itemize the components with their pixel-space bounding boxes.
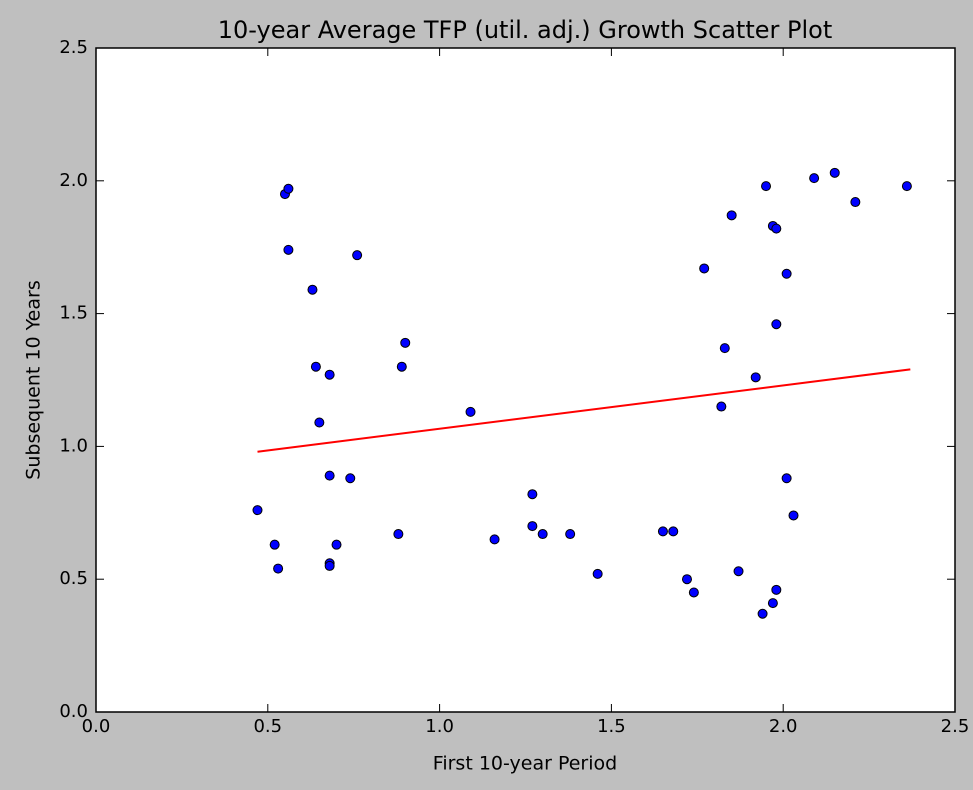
x-tick-label: 2.0 <box>769 716 798 737</box>
x-tick-label: 1.5 <box>597 716 626 737</box>
x-axis-label: First 10-year Period <box>433 753 617 775</box>
scatter-point <box>733 566 744 577</box>
scatter-point <box>829 167 840 178</box>
scatter-point <box>307 284 318 295</box>
scatter-point <box>400 337 411 348</box>
scatter-point <box>527 489 538 500</box>
scatter-point <box>537 529 548 540</box>
scatter-point <box>771 584 782 595</box>
y-tick-label: 2.0 <box>59 170 88 191</box>
scatter-point <box>252 505 263 516</box>
scatter-point <box>345 473 356 484</box>
scatter-point <box>393 529 404 540</box>
scatter-point <box>757 608 768 619</box>
plot-frame <box>95 47 956 713</box>
plot-area <box>96 48 955 712</box>
scatter-point <box>592 568 603 579</box>
scatter-point <box>719 343 730 354</box>
scatter-point <box>901 181 912 192</box>
scatter-point <box>352 250 363 261</box>
scatter-point <box>809 173 820 184</box>
x-tick-label: 1.0 <box>425 716 454 737</box>
scatter-point <box>331 539 342 550</box>
y-tick-label: 0.5 <box>59 568 88 589</box>
y-axis-label: Subsequent 10 Years <box>23 280 45 479</box>
scatter-point <box>324 369 335 380</box>
scatter-point <box>716 401 727 412</box>
y-tick-label: 1.5 <box>59 303 88 324</box>
scatter-point <box>657 526 668 537</box>
scatter-point <box>310 361 321 372</box>
y-tick-label: 0.0 <box>59 701 88 722</box>
scatter-point <box>781 268 792 279</box>
scatter-point <box>465 406 476 417</box>
y-tick-label: 1.0 <box>59 435 88 456</box>
scatter-point <box>273 563 284 574</box>
scatter-point <box>781 473 792 484</box>
scatter-point <box>283 244 294 255</box>
scatter-point <box>788 510 799 521</box>
scatter-point <box>681 574 692 585</box>
scatter-point <box>283 183 294 194</box>
x-tick-label: 2.5 <box>941 716 970 737</box>
scatter-point <box>761 181 772 192</box>
scatter-point <box>324 560 335 571</box>
scatter-point <box>771 223 782 234</box>
x-tick-label: 0.5 <box>253 716 282 737</box>
scatter-point <box>527 521 538 532</box>
scatter-point <box>314 417 325 428</box>
trend-line <box>257 368 911 453</box>
scatter-point <box>565 529 576 540</box>
y-tick-label: 2.5 <box>59 37 88 58</box>
scatter-point <box>688 587 699 598</box>
x-tick-label: 0.0 <box>82 716 111 737</box>
scatter-point <box>668 526 679 537</box>
scatter-point <box>771 319 782 330</box>
scatter-point <box>767 598 778 609</box>
scatter-point <box>324 470 335 481</box>
scatter-point <box>489 534 500 545</box>
scatter-point <box>269 539 280 550</box>
scatter-point <box>726 210 737 221</box>
scatter-point <box>396 361 407 372</box>
scatter-point <box>850 197 861 208</box>
scatter-point <box>750 372 761 383</box>
scatter-point <box>699 263 710 274</box>
chart-title: 10-year Average TFP (util. adj.) Growth … <box>218 16 832 44</box>
